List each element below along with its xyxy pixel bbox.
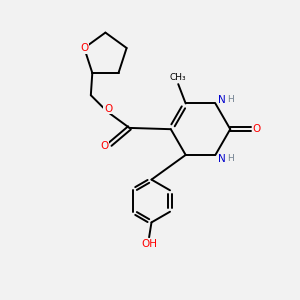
Text: CH₃: CH₃: [170, 73, 187, 82]
Text: O: O: [252, 124, 260, 134]
Text: N: N: [218, 95, 226, 105]
Text: H: H: [227, 95, 234, 104]
Text: O: O: [101, 141, 109, 151]
Text: OH: OH: [141, 239, 157, 249]
Text: H: H: [227, 154, 234, 163]
Text: N: N: [218, 154, 226, 164]
Text: O: O: [80, 43, 88, 53]
Text: O: O: [104, 103, 112, 114]
